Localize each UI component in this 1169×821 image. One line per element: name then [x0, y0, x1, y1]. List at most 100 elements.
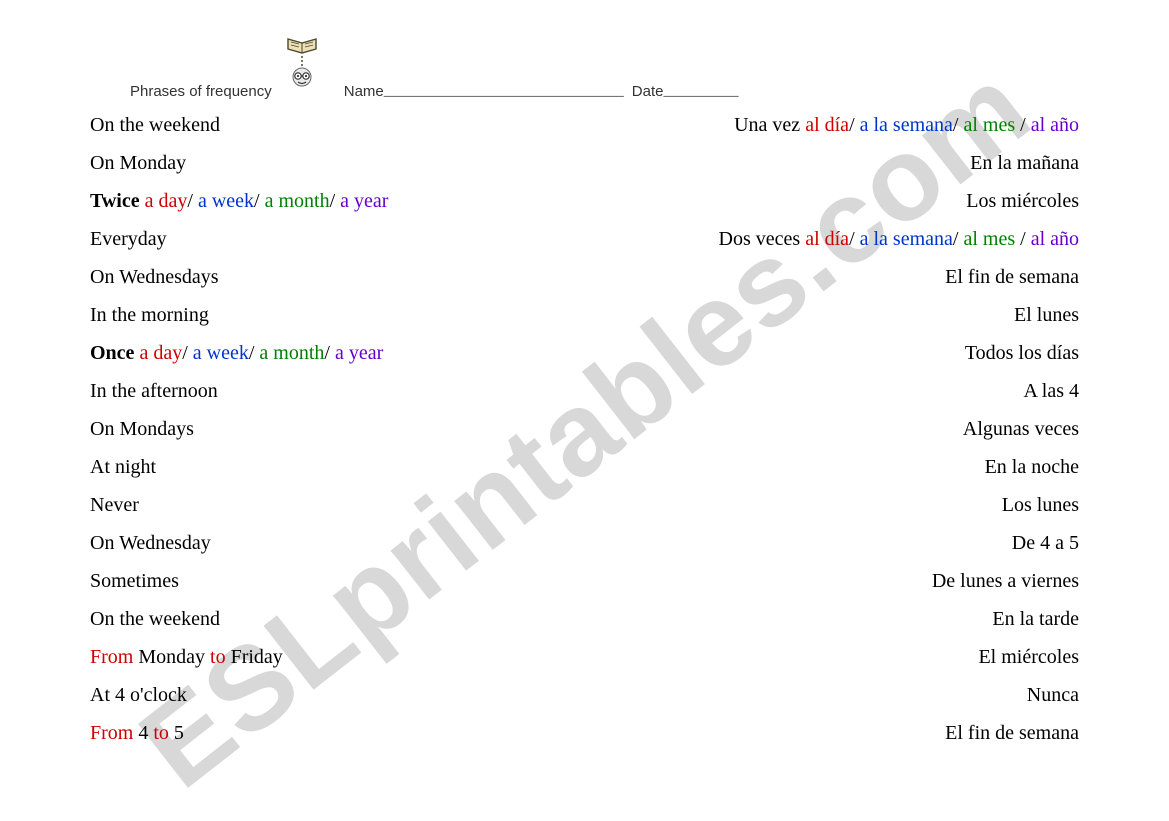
spanish-phrase: El fin de semana: [945, 258, 1079, 296]
text-segment: /: [187, 190, 198, 212]
text-segment: From: [90, 646, 133, 668]
text-segment: Nunca: [1027, 684, 1079, 706]
text-segment: Monday: [133, 646, 210, 668]
text-segment: El lunes: [1014, 304, 1079, 326]
phrase-row: EverydayDos veces al día/ a la semana/ a…: [90, 220, 1079, 258]
spanish-phrase: De lunes a viernes: [932, 562, 1079, 600]
text-segment: al día: [805, 228, 849, 250]
text-segment: On Wednesday: [90, 532, 211, 554]
spanish-phrase: A las 4: [1023, 372, 1079, 410]
text-segment: a week: [193, 342, 249, 364]
english-phrase: On the weekend: [90, 600, 220, 638]
text-segment: Una vez: [734, 114, 805, 136]
text-segment: A las 4: [1023, 380, 1079, 402]
english-phrase: At night: [90, 448, 156, 486]
spanish-phrase: Dos veces al día/ a la semana/ al mes / …: [719, 220, 1079, 258]
phrase-row: Once a day/ a week/ a month/ a year Todos…: [90, 334, 1079, 372]
text-segment: al día: [805, 114, 849, 136]
text-segment: El fin de semana: [945, 266, 1079, 288]
name-label: Name: [344, 83, 384, 100]
text-segment: Todos los días: [965, 342, 1079, 364]
text-segment: a month: [259, 342, 324, 364]
spanish-phrase: Algunas veces: [963, 410, 1079, 448]
english-phrase: On the weekend: [90, 106, 220, 144]
phrase-row: From 4 to 5 El fin de semana: [90, 714, 1079, 752]
phrase-row: On the weekend En la tarde: [90, 600, 1079, 638]
text-segment: En la noche: [985, 456, 1079, 478]
phrase-row: From Monday to Friday El miércoles: [90, 638, 1079, 676]
english-phrase: On Wednesday: [90, 524, 211, 562]
text-segment: At night: [90, 456, 156, 478]
phrase-row: On MondaysAlgunas veces: [90, 410, 1079, 448]
text-segment: /: [182, 342, 193, 364]
phrase-row: At 4 o'clock Nunca: [90, 676, 1079, 714]
text-segment: /: [849, 114, 860, 136]
spanish-phrase: Los miércoles: [966, 182, 1079, 220]
spanish-phrase: El miércoles: [978, 638, 1079, 676]
phrase-row: Never Los lunes: [90, 486, 1079, 524]
phrase-row: At night En la noche: [90, 448, 1079, 486]
book-character-icon: [282, 35, 322, 96]
text-segment: /: [1015, 228, 1031, 250]
text-segment: Dos veces: [719, 228, 806, 250]
text-segment: a day: [140, 190, 188, 212]
text-segment: De lunes a viernes: [932, 570, 1079, 592]
text-segment: Sometimes: [90, 570, 179, 592]
spanish-phrase: El lunes: [1014, 296, 1079, 334]
text-segment: /: [953, 114, 964, 136]
english-phrase: In the afternoon: [90, 372, 218, 410]
phrase-row: On Wednesday De 4 a 5: [90, 524, 1079, 562]
phrase-row: On Monday En la mañana: [90, 144, 1079, 182]
text-segment: Twice: [90, 190, 140, 212]
date-blank-line[interactable]: __________: [663, 83, 738, 100]
text-segment: Los lunes: [1002, 494, 1079, 516]
text-segment: En la mañana: [970, 152, 1079, 174]
text-segment: Los miércoles: [966, 190, 1079, 212]
text-segment: De 4 a 5: [1012, 532, 1079, 554]
spanish-phrase: En la noche: [985, 448, 1079, 486]
text-segment: Algunas veces: [963, 418, 1079, 440]
spanish-phrase: En la tarde: [992, 600, 1079, 638]
phrase-row: Twice a day/ a week/ a month/ a year Los …: [90, 182, 1079, 220]
text-segment: a la semana: [860, 114, 953, 136]
text-segment: Friday: [226, 646, 283, 668]
text-segment: On Monday: [90, 152, 186, 174]
text-segment: At 4 o'clock: [90, 684, 187, 706]
text-segment: Never: [90, 494, 139, 516]
english-phrase: Sometimes: [90, 562, 179, 600]
worksheet-title: Phrases of frequency: [130, 83, 272, 100]
text-segment: a week: [198, 190, 254, 212]
text-segment: /: [330, 190, 341, 212]
english-phrase: Everyday: [90, 220, 167, 258]
text-segment: From: [90, 722, 133, 744]
text-segment: a year: [335, 342, 383, 364]
text-segment: a day: [134, 342, 182, 364]
phrase-row: Sometimes De lunes a viernes: [90, 562, 1079, 600]
spanish-phrase: Nunca: [1027, 676, 1079, 714]
english-phrase: From Monday to Friday: [90, 638, 283, 676]
text-segment: /: [953, 228, 964, 250]
text-segment: to: [153, 722, 169, 744]
text-segment: El miércoles: [978, 646, 1079, 668]
text-segment: In the morning: [90, 304, 209, 326]
text-segment: On the weekend: [90, 114, 220, 136]
spanish-phrase: Todos los días: [965, 334, 1079, 372]
text-segment: 5: [169, 722, 184, 744]
phrase-row: In the morning El lunes: [90, 296, 1079, 334]
spanish-phrase: El fin de semana: [945, 714, 1079, 752]
phrase-row: On the weekendUna vez al día/ a la seman…: [90, 106, 1079, 144]
spanish-phrase: En la mañana: [970, 144, 1079, 182]
english-phrase: Twice a day/ a week/ a month/ a year: [90, 182, 388, 220]
english-phrase: Once a day/ a week/ a month/ a year: [90, 334, 383, 372]
english-phrase: In the morning: [90, 296, 209, 334]
text-segment: In the afternoon: [90, 380, 218, 402]
english-phrase: Never: [90, 486, 139, 524]
text-segment: 4: [133, 722, 153, 744]
phrase-row: In the afternoon A las 4: [90, 372, 1079, 410]
text-segment: Everyday: [90, 228, 167, 250]
name-blank-line[interactable]: ________________________________: [384, 83, 624, 100]
text-segment: /: [249, 342, 260, 364]
text-segment: /: [1015, 114, 1031, 136]
text-segment: al año: [1031, 228, 1079, 250]
text-segment: al año: [1031, 114, 1079, 136]
